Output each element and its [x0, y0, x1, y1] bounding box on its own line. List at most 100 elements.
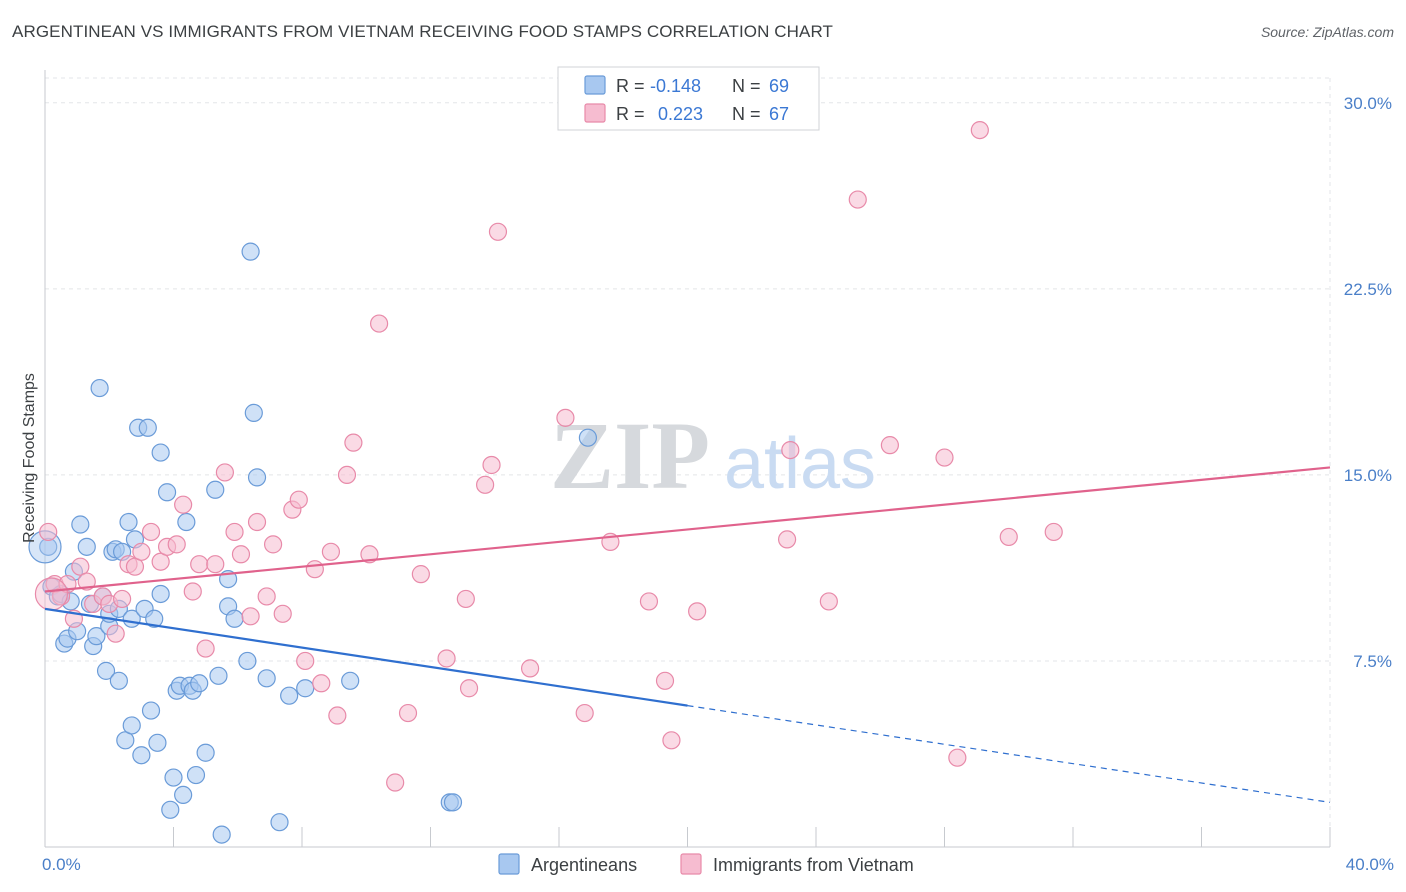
vietnam-point	[34, 577, 69, 611]
argentineans-point	[148, 733, 167, 752]
vietnam-point	[520, 659, 540, 678]
vietnam-point	[688, 602, 707, 621]
vietnam-point	[337, 465, 357, 485]
legend-n-label-1: N =	[732, 76, 761, 96]
vietnam-point	[321, 542, 341, 561]
legend-swatch-argentineans	[584, 75, 606, 95]
vietnam-point	[257, 587, 276, 606]
x-tick-label-1: 40.0%	[1346, 855, 1394, 874]
vietnam-point	[456, 589, 475, 609]
y-tick-label-0: 7.5%	[1353, 652, 1392, 671]
vietnam-point	[132, 542, 151, 561]
vietnam-point	[935, 448, 954, 467]
legend-swatch-vietnam	[584, 103, 606, 123]
vietnam-point	[459, 679, 479, 698]
vietnam-point	[112, 589, 132, 609]
vietnam-point	[344, 433, 363, 452]
argentineans-point	[119, 512, 138, 532]
y-tick-label-2: 22.5%	[1344, 280, 1392, 299]
data-points	[28, 120, 1063, 844]
watermark: ZIP atlas	[550, 402, 876, 509]
vietnam-point	[398, 703, 418, 723]
vietnam-point	[488, 222, 508, 241]
vietnam-point	[999, 527, 1018, 547]
argentineans-point	[164, 768, 183, 787]
y-tick-label-3: 30.0%	[1344, 94, 1392, 113]
bottom-legend-label-argentineans: Argentineans	[531, 855, 637, 875]
argentineans-point	[206, 480, 225, 499]
argentineans-trend-line	[44, 607, 688, 707]
trend-lines	[44, 466, 1331, 803]
vietnam-point	[196, 639, 215, 658]
argentineans-point	[157, 483, 177, 502]
legend-r-label-1: R =	[616, 76, 645, 96]
argentineans-point	[209, 666, 228, 685]
argentineans-point	[87, 627, 106, 646]
vietnam-point	[437, 649, 456, 668]
x-tick-label-0: 0.0%	[42, 855, 81, 874]
vietnam-point	[639, 592, 659, 611]
vietnam-point	[360, 545, 379, 564]
vietnam-point	[106, 624, 125, 643]
argentineans-point	[132, 746, 151, 765]
vietnam-point	[231, 545, 251, 564]
vietnam-point	[386, 773, 405, 792]
axes	[44, 70, 1331, 848]
bottom-legend-swatch-argentineans	[498, 853, 520, 875]
vietnam-point	[305, 560, 324, 579]
vietnam-trend-line	[44, 466, 1331, 593]
vietnam-point	[183, 582, 202, 601]
chart-title: ARGENTINEAN VS IMMIGRANTS FROM VIETNAM R…	[12, 22, 834, 41]
argentineans-point	[212, 825, 231, 844]
argentineans-point	[138, 418, 157, 437]
vietnam-point	[247, 512, 267, 532]
argentineans-point	[161, 800, 180, 819]
vietnam-point	[880, 436, 899, 455]
argentineans-point	[151, 584, 170, 604]
argentineans-point	[341, 671, 360, 690]
vietnam-point	[476, 475, 495, 494]
argentineans-point	[71, 515, 90, 534]
vietnam-point	[1044, 522, 1063, 542]
vietnam-point	[948, 748, 967, 767]
vietnam-point	[777, 530, 797, 549]
argentineans-point	[141, 701, 161, 720]
argentineans-point	[280, 686, 299, 705]
vietnam-point	[848, 190, 867, 209]
series-legend: Argentineans Immigrants from Vietnam	[498, 853, 914, 875]
vietnam-point	[289, 490, 308, 509]
argentineans-point	[177, 512, 196, 532]
y-tick-label-1: 15.0%	[1344, 466, 1392, 485]
bottom-legend-swatch-vietnam	[680, 853, 702, 875]
vietnam-point	[241, 607, 260, 626]
argentineans-point	[122, 716, 141, 735]
vietnam-point	[167, 535, 186, 554]
vietnam-point	[312, 674, 331, 693]
legend-r-value-1: -0.148	[650, 76, 701, 96]
argentineans-point	[257, 669, 276, 688]
argentineans-point	[96, 661, 116, 680]
argentineans-trend-extension	[687, 705, 1331, 803]
legend-r-value-2: 0.223	[658, 104, 703, 124]
vietnam-point	[575, 703, 594, 723]
argentineans-point	[225, 609, 244, 628]
vietnam-point	[328, 706, 347, 725]
watermark-atlas: atlas	[724, 424, 876, 504]
argentineans-point	[109, 671, 128, 690]
vietnam-point	[781, 440, 800, 460]
argentineans-point	[296, 679, 315, 698]
vietnam-point	[206, 555, 225, 574]
vietnam-point	[970, 120, 989, 140]
legend-n-value-2: 67	[769, 104, 789, 124]
argentineans-point	[244, 403, 263, 422]
vietnam-point	[655, 671, 675, 690]
source-label: Source: ZipAtlas.com	[1260, 24, 1394, 40]
correlation-legend: R = -0.148 N = 69 R = 0.223 N = 67	[557, 66, 820, 131]
argentineans-point	[174, 785, 193, 805]
tick-labels: 7.5% 15.0% 22.5% 30.0% 0.0% 40.0%	[42, 94, 1394, 874]
argentineans-point	[90, 378, 109, 398]
bottom-legend-label-vietnam: Immigrants from Vietnam	[713, 855, 914, 875]
legend-n-value-1: 69	[769, 76, 789, 96]
argentineans-point	[443, 793, 463, 812]
y-axis-label: Receiving Food Stamps	[21, 373, 38, 543]
